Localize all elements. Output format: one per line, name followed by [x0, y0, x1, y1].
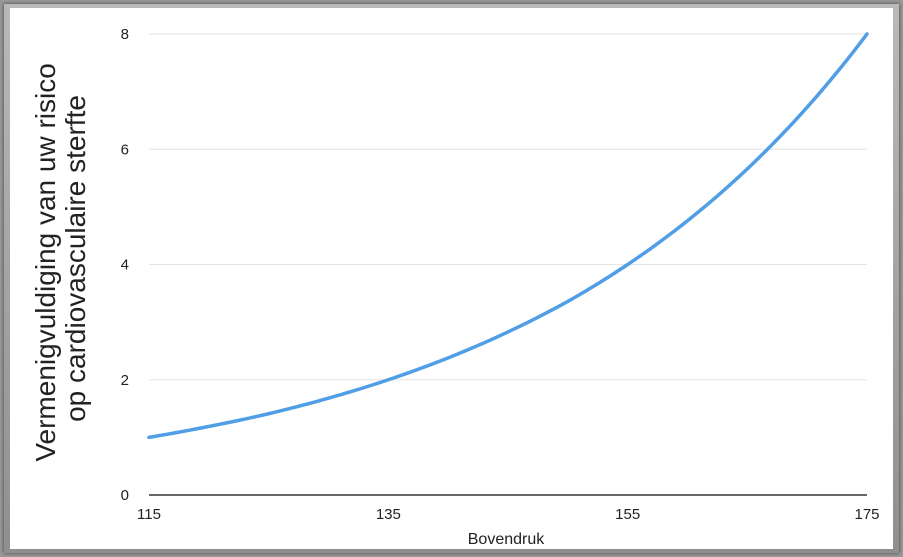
gridlines: [149, 33, 867, 381]
y-axis-label: Vermenigvuldiging van uw risico op cardi…: [30, 55, 91, 461]
line-chart: 0 2 4 6 8 115 135 155 175 Bovendruk Vermenigvul…: [30, 26, 880, 548]
x-tick-labels: 115 135 155 175: [137, 506, 879, 523]
data-point: [626, 263, 629, 266]
data-point: [447, 356, 450, 359]
x-axis-label: Bovendruk: [468, 531, 545, 548]
y-tick-label: 8: [121, 26, 129, 43]
y-tick-labels: 0 2 4 6 8: [121, 26, 129, 504]
data-point: [387, 378, 390, 381]
data-point: [866, 33, 869, 36]
data-point: [686, 219, 689, 222]
data-point: [746, 167, 749, 170]
data-point: [148, 436, 151, 439]
y-tick-label: 6: [121, 141, 129, 158]
y-tick-label: 2: [121, 372, 129, 389]
data-point: [267, 412, 270, 415]
data-point: [327, 397, 330, 400]
y-tick-label: 0: [121, 487, 129, 504]
data-point: [566, 300, 569, 303]
series-points: [148, 33, 869, 439]
series-line: [147, 32, 869, 440]
data-point: [207, 425, 210, 428]
y-axis-label-line-2: op cardiovasculaire sterfte: [60, 95, 91, 422]
x-tick-label: 115: [137, 506, 161, 523]
chart-frame: 0 2 4 6 8 115 135 155 175 Bovendruk Vermenigvul…: [4, 4, 899, 553]
chart-panel: 0 2 4 6 8 115 135 155 175 Bovendruk Vermenigvul…: [10, 8, 893, 549]
y-tick-label: 4: [121, 257, 129, 274]
x-tick-label: 135: [376, 506, 401, 523]
y-axis-label-line-1: Vermenigvuldiging van uw risico: [30, 63, 61, 461]
x-tick-label: 175: [854, 506, 879, 523]
data-point: [806, 106, 809, 109]
data-point: [507, 330, 510, 333]
x-tick-label: 155: [615, 506, 640, 523]
